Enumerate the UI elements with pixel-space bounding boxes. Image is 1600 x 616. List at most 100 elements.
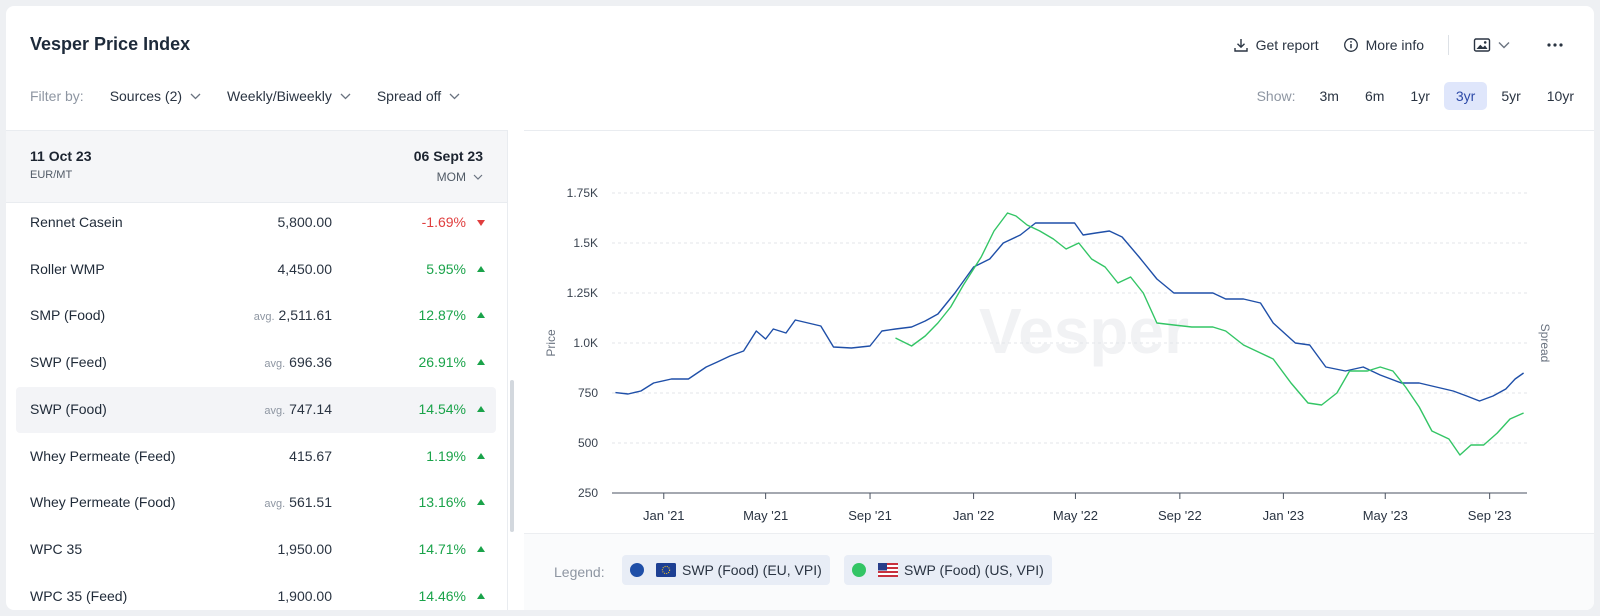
- get-report-label: Get report: [1255, 37, 1319, 53]
- more-horizontal-icon: [1547, 43, 1563, 47]
- product-price: avg. 696.36: [264, 354, 332, 370]
- range-5yr-button[interactable]: 5yr: [1501, 88, 1521, 104]
- price-value: 561.51: [289, 494, 332, 511]
- product-name: Whey Permeate (Food): [30, 494, 176, 511]
- arrow-up-icon: [477, 452, 485, 459]
- chevron-down-icon: [473, 174, 483, 180]
- chevron-down-icon: [1498, 42, 1510, 49]
- table-row[interactable]: WPC 35 1,950.00 14.71%: [16, 527, 496, 573]
- chevron-down-icon: [340, 93, 351, 99]
- product-name: Rennet Casein: [30, 214, 123, 230]
- us-flag-icon: [878, 563, 898, 577]
- chart-watermark: Vesper: [979, 295, 1189, 367]
- y-tick-label: 1.25K: [567, 286, 598, 300]
- y-tick-label: 250: [578, 486, 598, 500]
- table-row[interactable]: SMP (Food) avg. 2,511.61 12.87%: [16, 293, 496, 339]
- frequency-dropdown[interactable]: Weekly/Biweekly: [227, 88, 351, 104]
- filter-label: Filter by:: [30, 88, 84, 104]
- table-row[interactable]: WPC 35 (Feed) 1,900.00 14.46%: [16, 574, 496, 610]
- product-name: SWP (Food): [30, 400, 107, 417]
- average-label: avg.: [264, 404, 286, 417]
- eu-flag-icon: [656, 563, 676, 577]
- table-row[interactable]: Roller WMP 4,450.00 5.95%: [16, 247, 496, 293]
- product-price: avg. 2,511.61: [254, 307, 332, 323]
- price-value: 1,900.00: [277, 587, 333, 604]
- range-6m-button[interactable]: 6m: [1364, 88, 1385, 104]
- arrow-down-icon: [477, 220, 485, 226]
- spread-dropdown[interactable]: Spread off: [377, 88, 460, 104]
- table-row[interactable]: Rennet Casein 5,800.00 -1.69%: [16, 204, 496, 246]
- x-tick-label: Jan '22: [953, 508, 995, 523]
- product-name: Whey Permeate (Feed): [30, 447, 176, 464]
- range-1yr-button[interactable]: 1yr: [1410, 88, 1430, 104]
- price-value: 415.67: [289, 447, 332, 464]
- price-value: 747.14: [289, 400, 332, 417]
- product-price: avg. 561.51: [264, 494, 332, 510]
- more-info-button[interactable]: More info: [1343, 37, 1424, 53]
- x-tick-label: May '23: [1363, 508, 1408, 523]
- table-row[interactable]: Whey Permeate (Feed) 415.67 1.19%: [16, 434, 496, 480]
- product-name: WPC 35: [30, 540, 83, 557]
- product-name: SMP (Food): [30, 307, 106, 324]
- y-tick-label: 750: [578, 386, 598, 400]
- range-3m-button[interactable]: 3m: [1319, 88, 1339, 104]
- frequency-value: Weekly/Biweekly: [227, 88, 332, 104]
- change-percent: -1.69%: [421, 214, 466, 230]
- y-tick-label: 500: [578, 436, 598, 450]
- arrow-up-icon: [477, 592, 485, 599]
- product-price: avg. 747.14: [264, 401, 332, 417]
- compare-mode-value: MOM: [436, 170, 466, 184]
- range-label: Show:: [1256, 88, 1296, 104]
- change-percent: 1.19%: [426, 447, 466, 464]
- page-title: Vesper Price Index: [30, 34, 191, 54]
- spread-value: Spread off: [376, 88, 442, 104]
- change-percent: 14.46%: [418, 587, 466, 604]
- y-tick-label: 1.0K: [573, 336, 598, 350]
- image-export-dropdown[interactable]: [1473, 37, 1517, 53]
- legend-eu-label: SWP (Food) (EU, VPI): [682, 562, 822, 578]
- average-label: avg.: [264, 358, 286, 371]
- x-tick-label: May '22: [1053, 508, 1098, 523]
- arrow-up-icon: [477, 312, 485, 319]
- legend-dot-eu: [630, 563, 644, 577]
- product-name: Roller WMP: [30, 260, 105, 277]
- chart-area: Vesper 250 500 750 1.0K 1.25K 1.5K 1.75K Jan '21…: [524, 130, 1594, 610]
- product-name: SWP (Feed): [30, 354, 107, 371]
- price-value: 2,511.61: [278, 307, 332, 324]
- change-percent: 13.16%: [418, 494, 466, 511]
- compare-mode-dropdown[interactable]: MOM: [437, 170, 483, 184]
- chevron-down-icon: [190, 93, 201, 99]
- table-row[interactable]: SWP (Feed) avg. 696.36 26.91%: [16, 340, 496, 386]
- range-selector: Show: 3m 6m 1yr 3yr 5yr 10yr: [1257, 82, 1586, 110]
- x-tick-label: May '21: [743, 508, 788, 523]
- product-price: 1,950.00: [278, 541, 333, 557]
- range-10yr-button[interactable]: 10yr: [1546, 88, 1574, 104]
- arrow-up-icon: [477, 405, 485, 412]
- price-index-card: Vesper Price Index Get report More info …: [6, 6, 1594, 610]
- products-scrollbar[interactable]: [510, 380, 514, 532]
- product-price: 4,450.00: [278, 261, 333, 277]
- price-value: 4,450.00: [277, 260, 333, 277]
- get-report-button[interactable]: Get report: [1233, 37, 1319, 53]
- product-price: 415.67: [289, 448, 332, 464]
- price-chart[interactable]: Vesper 250 500 750 1.0K 1.25K 1.5K 1.75K Jan '21…: [524, 131, 1594, 533]
- more-options-button[interactable]: [1547, 43, 1570, 47]
- change-percent: 14.71%: [418, 540, 466, 557]
- products-table-header: 11 Oct 23 EUR/MT 06 Sept 23 MOM: [6, 131, 507, 203]
- compare-date: 06 Sept 23: [413, 148, 483, 164]
- currency-unit: EUR/MT: [30, 169, 73, 181]
- series-line-eu: [615, 222, 1525, 402]
- range-3yr-button[interactable]: 3yr: [1443, 82, 1488, 110]
- legend-item-us[interactable]: SWP (Food) (US, VPI): [844, 555, 1052, 585]
- table-row[interactable]: Whey Permeate (Food) avg. 561.51 13.16%: [16, 480, 496, 526]
- chevron-down-icon: [449, 93, 460, 99]
- product-price: 1,900.00: [278, 588, 333, 604]
- x-tick-label: Sep '21: [848, 508, 892, 523]
- header-actions: Get report More info: [1209, 34, 1570, 56]
- average-label: avg.: [253, 311, 275, 324]
- change-percent: 5.95%: [426, 260, 466, 277]
- sources-dropdown[interactable]: Sources (2): [110, 88, 201, 104]
- table-row[interactable]: SWP (Food) avg. 747.14 14.54%: [16, 386, 496, 433]
- price-value: 5,800.00: [277, 214, 333, 230]
- legend-item-eu[interactable]: SWP (Food) (EU, VPI): [622, 555, 830, 585]
